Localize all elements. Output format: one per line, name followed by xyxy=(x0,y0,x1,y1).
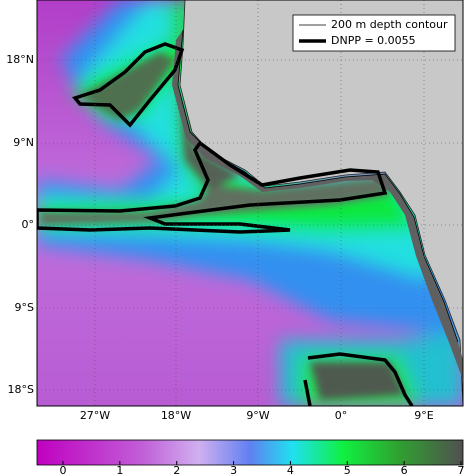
colorbar-tick-label: 1 xyxy=(116,464,123,474)
dnpp-contour xyxy=(71,42,185,128)
lon-label: 9°W xyxy=(246,409,269,422)
lon-label: 18°W xyxy=(161,409,191,422)
lat-label: 18°S xyxy=(8,383,34,396)
colorbar-tick-label: 7 xyxy=(458,464,465,474)
dnpp-contour xyxy=(37,140,388,234)
colorbar-ticks: 0 1 2 3 4 5 6 7 xyxy=(60,461,465,474)
graticule xyxy=(37,0,463,406)
lon-label: 27°W xyxy=(80,409,110,422)
map-area xyxy=(37,0,463,406)
dnpp-contour xyxy=(303,352,414,406)
high-productivity xyxy=(40,52,405,400)
lat-labels: 18°N 9°N 0° 9°S 18°S xyxy=(6,53,34,396)
lat-label: 18°N xyxy=(6,53,34,66)
colorbar-tick-label: 0 xyxy=(60,464,67,474)
depth-contour xyxy=(177,29,459,343)
lon-label: 9°E xyxy=(414,409,433,422)
legend-label: DNPP = 0.0055 xyxy=(331,34,416,47)
legend-label: 200 m depth contour xyxy=(331,18,448,31)
map-frame xyxy=(36,0,464,407)
dnpp-contours xyxy=(37,42,414,406)
lon-label: 0° xyxy=(335,409,348,422)
colorbar-tick-label: 6 xyxy=(401,464,408,474)
shelf xyxy=(172,30,463,380)
colorbar xyxy=(36,439,464,466)
legend: 200 m depth contour DNPP = 0.0055 xyxy=(292,14,456,52)
colorbar-tick-label: 4 xyxy=(287,464,294,474)
lat-label: 9°S xyxy=(15,301,34,314)
lat-label: 0° xyxy=(22,218,35,231)
colorbar-tick-label: 2 xyxy=(173,464,180,474)
lon-labels: 27°W 18°W 9°W 0° 9°E xyxy=(80,409,434,422)
colorbar-tick-label: 5 xyxy=(344,464,351,474)
colorbar-tick-label: 3 xyxy=(230,464,237,474)
legend-box xyxy=(292,14,456,52)
lat-label: 9°N xyxy=(13,136,34,149)
